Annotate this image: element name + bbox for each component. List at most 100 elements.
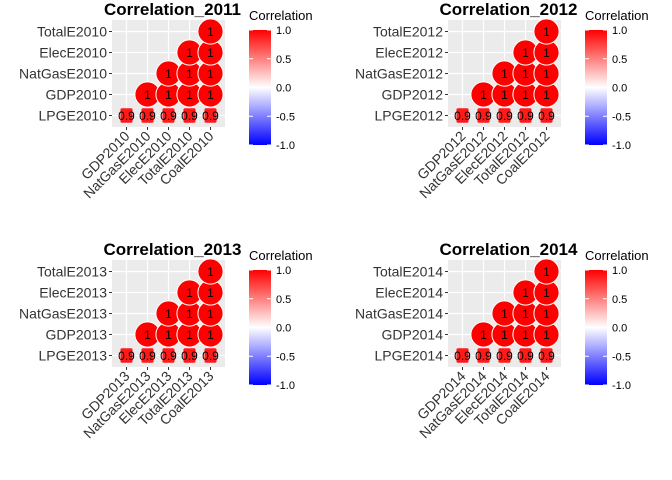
cell-value-label: 1: [501, 307, 508, 321]
cell-value-label: 1: [522, 328, 529, 342]
correlation-cell: [533, 18, 560, 45]
legend-tick-label: 1.0: [276, 25, 291, 37]
legend-tick-label: -0.5: [276, 111, 295, 123]
cell-value-label: 1: [207, 46, 214, 60]
y-tick-label: TotalE2012: [373, 24, 443, 40]
y-tick-label: ElecE2010: [39, 45, 107, 61]
cell-value-label: 0.9: [517, 109, 534, 123]
chart-title: Correlation_2012: [440, 0, 578, 19]
cell-value-label: 1: [186, 328, 193, 342]
legend-colorbar: [585, 30, 607, 145]
chart-title: Correlation_2014: [440, 240, 578, 259]
cell-value-label: 0.9: [139, 109, 156, 123]
legend-tick-label: -1.0: [276, 380, 295, 392]
legend-tick-label: -0.5: [276, 351, 295, 363]
y-tick-label: NatGasE2012: [355, 66, 443, 82]
cell-value-label: 1: [480, 88, 487, 102]
cell-value-label: 0.9: [496, 349, 513, 363]
y-tick-label: ElecE2014: [375, 285, 443, 301]
legend-tick-label: 0.5: [276, 294, 291, 306]
correlation-cell: [498, 108, 511, 123]
correlation-legend: Correlation 1.0 0.5 0.0 -0.5 -1.0: [585, 248, 649, 392]
legend-tick-label: 0.5: [612, 294, 627, 306]
cell-value-label: 0.9: [202, 109, 219, 123]
y-tick-label: GDP2012: [382, 87, 444, 103]
cell-value-label: 1: [144, 88, 151, 102]
correlation-cell: [162, 348, 175, 363]
cell-value-label: 1: [186, 67, 193, 81]
correlation-cell: [540, 348, 553, 363]
correlation-cell: [204, 108, 217, 123]
cell-value-label: 1: [543, 25, 550, 39]
cell-value-label: 1: [480, 328, 487, 342]
legend-tick-label: 0.0: [612, 323, 627, 335]
cell-value-label: 0.9: [160, 109, 177, 123]
cell-value-label: 1: [543, 88, 550, 102]
cell-value-label: 1: [207, 25, 214, 39]
cell-value-label: 1: [207, 88, 214, 102]
chart-title: Correlation_2011: [104, 0, 241, 19]
legend-tick-label: 0.0: [612, 83, 627, 95]
y-tick-label: TotalE2010: [37, 24, 107, 40]
correlation-cell: [120, 348, 133, 363]
cell-value-label: 1: [543, 328, 550, 342]
correlation-cell: [533, 258, 560, 285]
y-tick-label: NatGasE2014: [355, 306, 443, 322]
legend-tick-label: 1.0: [612, 25, 627, 37]
cell-value-label: 1: [543, 46, 550, 60]
correlation-legend: Correlation 1.0 0.5 0.0 -0.5 -1.0: [249, 248, 313, 392]
correlation-legend: Correlation 1.0 0.5 0.0 -0.5 -1.0: [585, 8, 649, 152]
cell-value-label: 1: [501, 328, 508, 342]
y-tick-label: LPGE2014: [375, 348, 444, 364]
correlation-cell: [540, 108, 553, 123]
correlation-cell: [197, 258, 224, 285]
correlation-cell: [162, 108, 175, 123]
cell-value-label: 0.9: [160, 349, 177, 363]
correlation-panel: Correlation_2014 LPGE2014 GDP2014 NatGasE20…: [355, 240, 649, 441]
legend-tick-label: -0.5: [612, 351, 631, 363]
y-tick-label: LPGE2012: [375, 108, 444, 124]
cell-value-label: 1: [165, 307, 172, 321]
legend-tick-label: -0.5: [612, 111, 631, 123]
cell-value-label: 1: [186, 88, 193, 102]
cell-value-label: 1: [522, 67, 529, 81]
y-tick-label: LPGE2010: [39, 108, 108, 124]
legend-title: Correlation: [585, 8, 649, 23]
cell-value-label: 0.9: [181, 109, 198, 123]
y-tick-label: NatGasE2010: [19, 66, 107, 82]
correlation-cell: [204, 348, 217, 363]
cell-value-label: 1: [165, 88, 172, 102]
y-tick-label: GDP2014: [382, 327, 444, 343]
cell-value-label: 0.9: [496, 109, 513, 123]
legend-tick-label: -1.0: [612, 380, 631, 392]
legend-tick-label: 0.5: [612, 54, 627, 66]
cell-value-label: 1: [522, 286, 529, 300]
correlation-cell: [197, 18, 224, 45]
cell-value-label: 1: [165, 67, 172, 81]
cell-value-label: 0.9: [454, 349, 471, 363]
legend-colorbar: [249, 30, 271, 145]
y-tick-label: TotalE2014: [373, 264, 443, 280]
cell-value-label: 1: [522, 307, 529, 321]
legend-tick-label: 0.5: [276, 54, 291, 66]
y-tick-label: NatGasE2013: [19, 306, 107, 322]
legend-tick-label: 1.0: [612, 265, 627, 277]
correlation-cell: [141, 108, 154, 123]
correlation-cell: [141, 348, 154, 363]
cell-value-label: 1: [186, 307, 193, 321]
y-tick-label: ElecE2012: [375, 45, 443, 61]
y-tick-label: ElecE2013: [39, 285, 107, 301]
legend-title: Correlation: [249, 8, 313, 23]
cell-value-label: 1: [207, 286, 214, 300]
cell-value-label: 1: [543, 307, 550, 321]
legend-title: Correlation: [585, 248, 649, 263]
cell-value-label: 0.9: [538, 109, 555, 123]
correlation-panel: Correlation_2011 LPGE2010 GDP2010 NatGasE20…: [19, 0, 313, 201]
cell-value-label: 0.9: [118, 109, 135, 123]
chart-title: Correlation_2013: [104, 240, 242, 259]
cell-value-label: 1: [207, 307, 214, 321]
cell-value-label: 1: [165, 328, 172, 342]
correlation-cell: [120, 108, 133, 123]
cell-value-label: 0.9: [454, 109, 471, 123]
